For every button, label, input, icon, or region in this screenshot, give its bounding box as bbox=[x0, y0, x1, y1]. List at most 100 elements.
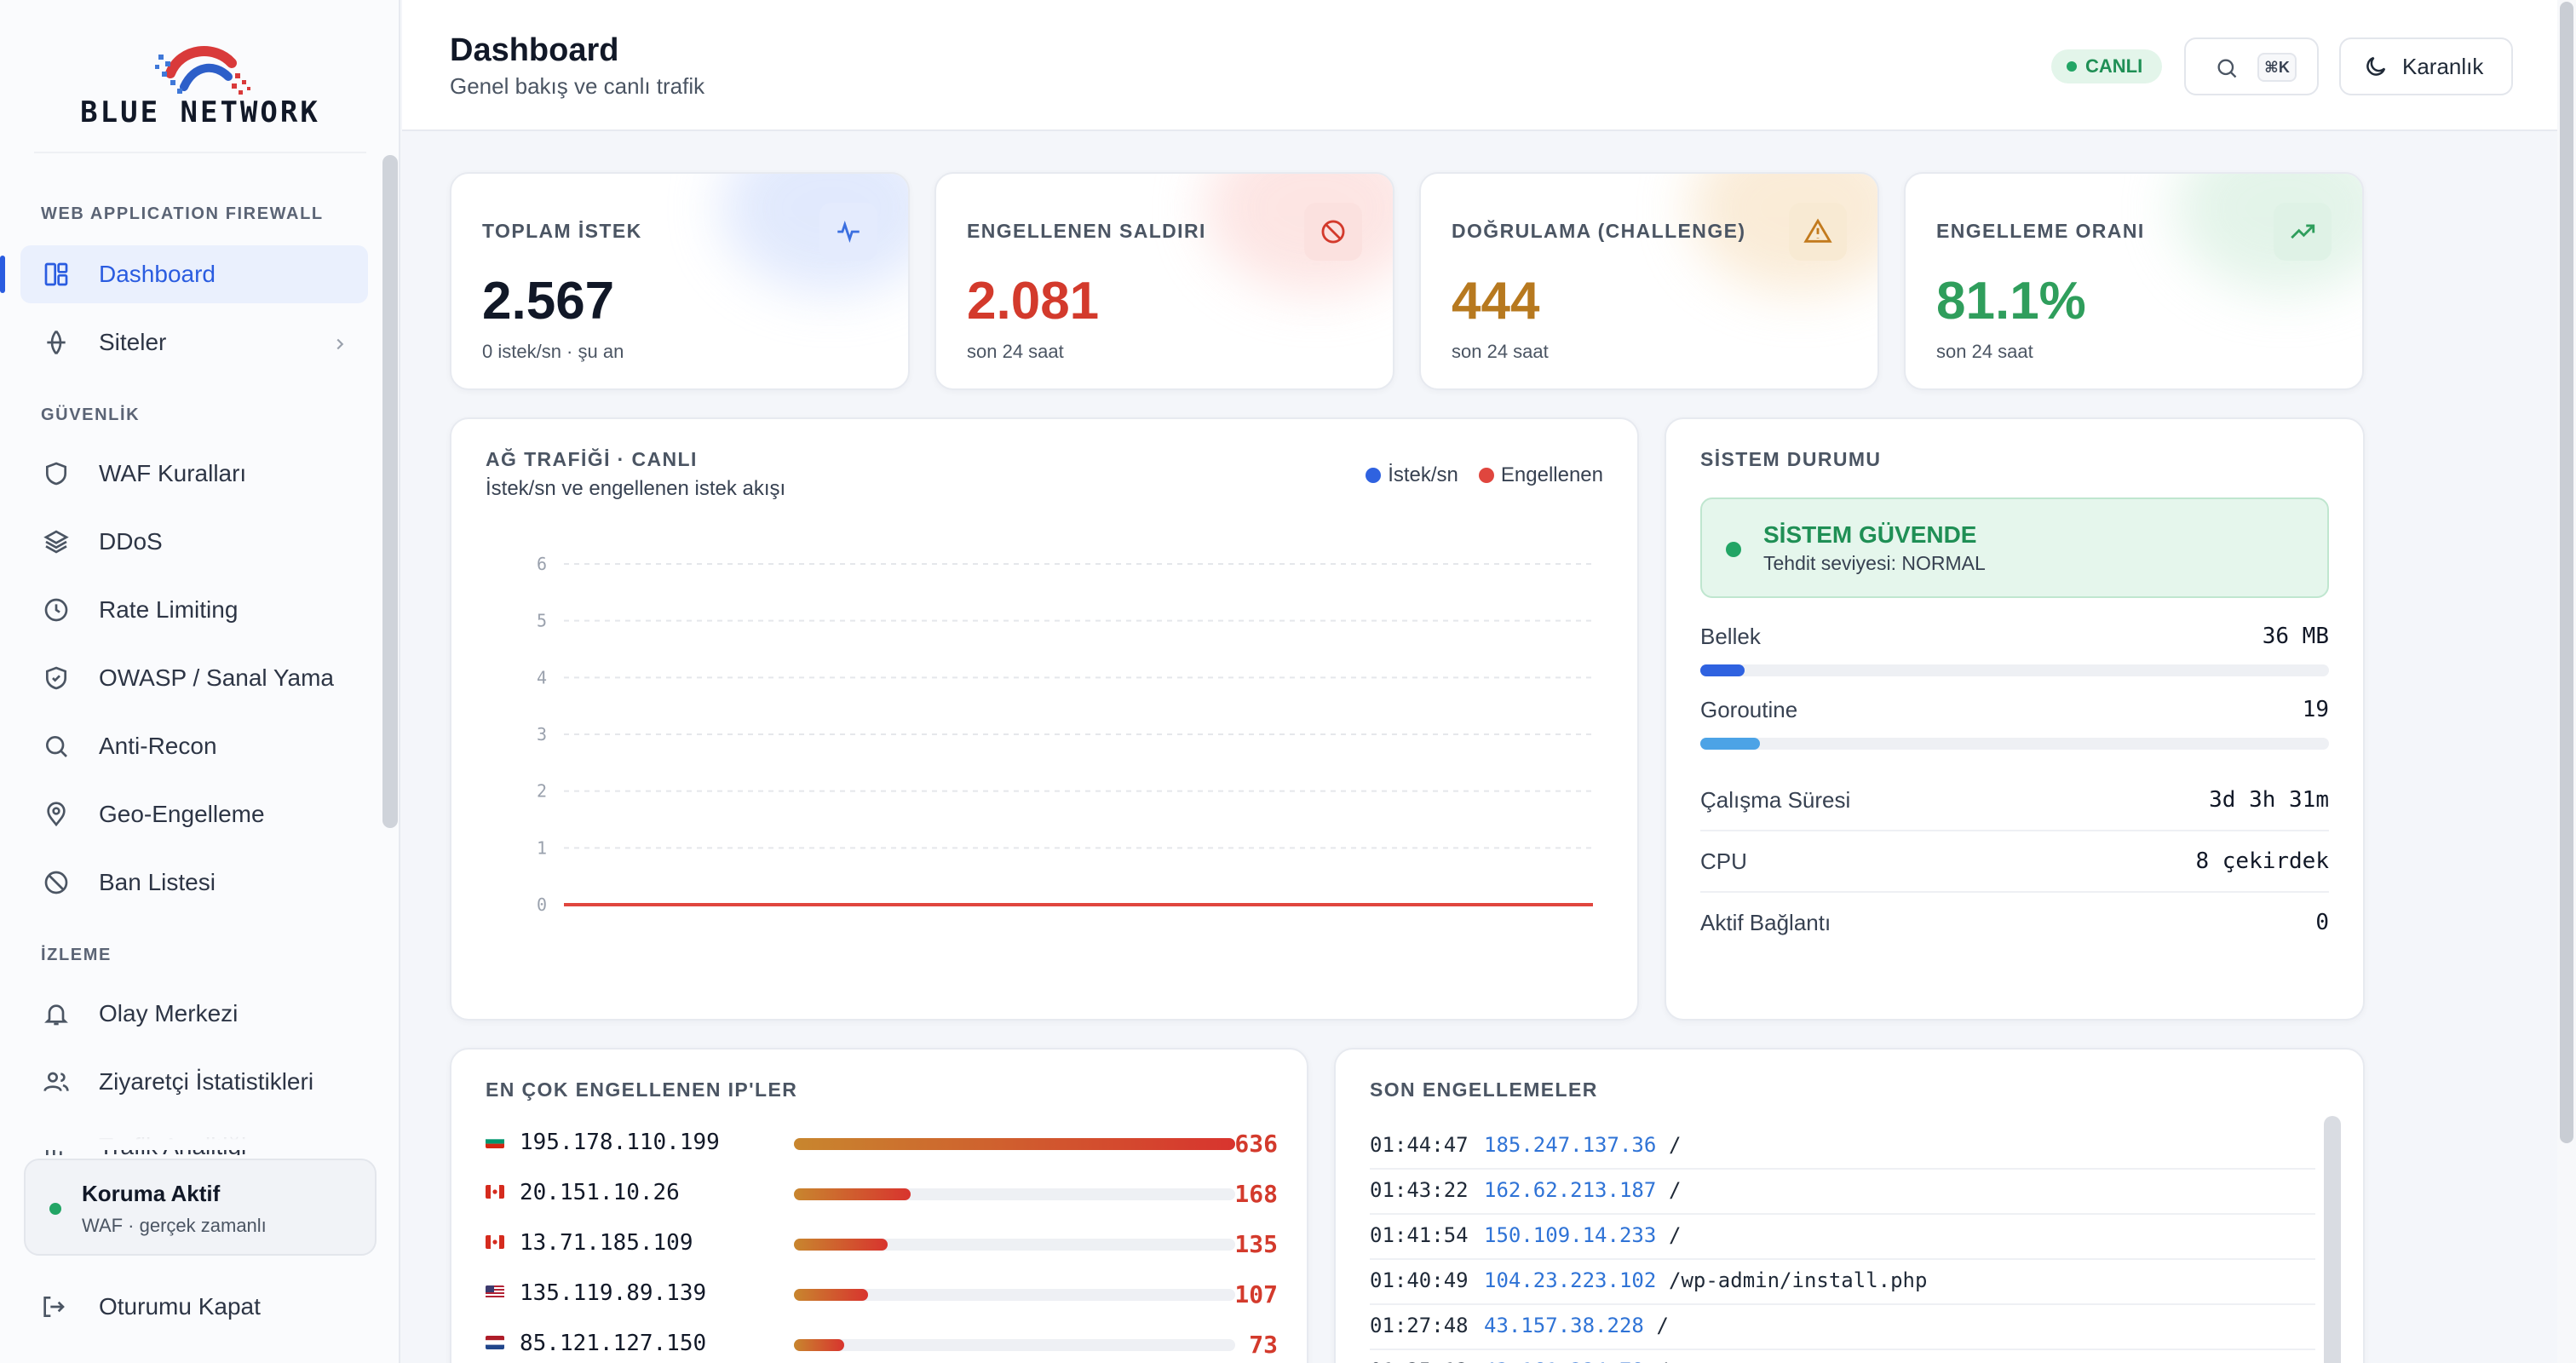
ip-bar bbox=[794, 1289, 1235, 1301]
search-icon bbox=[2215, 56, 2239, 84]
ip-address: 20.151.10.26 bbox=[520, 1180, 680, 1205]
card-glow bbox=[2175, 174, 2362, 293]
log-ip-link[interactable]: 150.109.14.233 bbox=[1484, 1223, 1657, 1247]
sidebar-item-label: WAF Kuralları bbox=[99, 460, 247, 486]
log-time: 01:44:47 bbox=[1370, 1133, 1469, 1157]
sidebar-item-label: Olay Merkezi bbox=[99, 1000, 239, 1027]
theme-label: Karanlık bbox=[2402, 53, 2484, 79]
log-ip-link[interactable]: 162.62.213.187 bbox=[1484, 1178, 1657, 1202]
sidebar-fade bbox=[0, 1116, 375, 1150]
sidebar-item-label: Ziyaretçi İstatistikleri bbox=[99, 1068, 314, 1095]
log-path: / bbox=[1669, 1223, 1682, 1247]
stat-value: 2.567 bbox=[482, 272, 615, 331]
log-row[interactable]: 01:43:22 162.62.213.187 / bbox=[1370, 1170, 2315, 1215]
status-dot bbox=[49, 1203, 61, 1215]
legend-item-requests[interactable]: İstek/sn bbox=[1366, 463, 1458, 487]
uptime-row: Çalışma Süresi 3d 3h 31m bbox=[1700, 787, 2329, 814]
ip-bar bbox=[794, 1138, 1235, 1150]
sidebar-item-ban-list[interactable]: Ban Listesi bbox=[20, 854, 368, 912]
goroutine-bar bbox=[1700, 738, 2329, 750]
sidebar-item-rate-limiting[interactable]: Rate Limiting bbox=[20, 581, 368, 639]
log-path: / bbox=[1656, 1314, 1669, 1337]
ip-row[interactable]: 135.119.89.139 107 bbox=[486, 1279, 1278, 1313]
y-tick-label: 6 bbox=[537, 554, 547, 574]
sidebar-item-visitor-stats[interactable]: Ziyaretçi İstatistikleri bbox=[20, 1053, 368, 1111]
sidebar-item-label: DDoS bbox=[99, 528, 163, 555]
brand-logo[interactable]: BLUE NETWORK bbox=[34, 34, 366, 153]
log-path: / bbox=[1669, 1133, 1682, 1157]
cpu-label: CPU bbox=[1700, 848, 1747, 874]
ip-row[interactable]: 85.121.127.150 73 bbox=[486, 1329, 1278, 1363]
log-ip-link[interactable]: 43.161.224.78 bbox=[1484, 1359, 1644, 1363]
ip-bar bbox=[794, 1239, 1235, 1251]
cpu-value: 8 çekirdek bbox=[2195, 848, 2329, 874]
sidebar-item-event-center[interactable]: Olay Merkezi bbox=[20, 985, 368, 1043]
active-connections-value: 0 bbox=[2315, 910, 2329, 935]
ip-bar-fill bbox=[794, 1339, 845, 1351]
log-row[interactable]: 01:40:49 104.23.223.102/wp-admin/install.… bbox=[1370, 1260, 2315, 1305]
page-scrollbar-thumb[interactable] bbox=[2560, 2, 2573, 1143]
log-path: /wp-admin/install.php bbox=[1669, 1268, 1928, 1292]
search-button[interactable]: ⌘K bbox=[2184, 37, 2319, 95]
system-status-card: SİSTEM DURUMU SİSTEM GÜVENDE Tehdit sevi… bbox=[1665, 417, 2365, 1021]
ip-address: 135.119.89.139 bbox=[520, 1280, 707, 1306]
block-count: 107 bbox=[1234, 1280, 1278, 1308]
log-ip-link[interactable]: 104.23.223.102 bbox=[1484, 1268, 1657, 1292]
ip-row[interactable]: 13.71.185.109 135 bbox=[486, 1228, 1278, 1262]
active-connections-row: Aktif Bağlantı 0 bbox=[1700, 910, 2329, 936]
log-row[interactable]: 01:44:47 185.247.137.36 / bbox=[1370, 1124, 2315, 1170]
sidebar-item-dashboard[interactable]: Dashboard bbox=[0, 245, 368, 303]
sidebar-item-anti-recon[interactable]: Anti-Recon bbox=[20, 717, 368, 775]
logout-icon bbox=[39, 1290, 73, 1324]
ip-address: 13.71.185.109 bbox=[520, 1230, 693, 1256]
log-row[interactable]: 01:41:54 150.109.14.233 / bbox=[1370, 1215, 2315, 1260]
protection-subtitle: WAF · gerçek zamanlı bbox=[82, 1215, 267, 1236]
active-connections-label: Aktif Bağlantı bbox=[1700, 910, 1831, 935]
page-scrollbar[interactable] bbox=[2557, 0, 2576, 1363]
log-row[interactable]: 01:27:48 43.157.38.228 / bbox=[1370, 1305, 2315, 1350]
sidebar-item-siteler[interactable]: Siteler bbox=[20, 313, 368, 371]
block-count: 135 bbox=[1234, 1230, 1278, 1258]
map-pin-icon bbox=[39, 797, 73, 831]
flag-ca-icon bbox=[486, 1185, 504, 1199]
recent-scrollbar[interactable] bbox=[2324, 1116, 2341, 1363]
block-count: 73 bbox=[1249, 1331, 1278, 1359]
stat-subtext: son 24 saat bbox=[1936, 341, 2033, 362]
log-time: 01:43:22 bbox=[1370, 1178, 1469, 1202]
ban-icon bbox=[1304, 203, 1362, 261]
log-ip-link[interactable]: 43.157.38.228 bbox=[1484, 1314, 1644, 1337]
log-row[interactable]: 01:25:12 43.161.224.78 / bbox=[1370, 1350, 2315, 1363]
logout-label: Oturumu Kapat bbox=[99, 1293, 261, 1320]
stat-card-block-rate: ENGELLEME ORANI 81.1% son 24 saat bbox=[1904, 172, 2364, 390]
stat-card-blocked-attacks: ENGELLENEN SALDIRI 2.081 son 24 saat bbox=[934, 172, 1394, 390]
sidebar-item-owasp[interactable]: OWASP / Sanal Yama bbox=[20, 649, 368, 707]
logout-button[interactable]: Oturumu Kapat bbox=[20, 1278, 368, 1336]
brand-name: BLUE NETWORK bbox=[80, 95, 320, 129]
log-time: 01:41:54 bbox=[1370, 1223, 1469, 1247]
ip-row[interactable]: 20.151.10.26 168 bbox=[486, 1178, 1278, 1212]
flag-bg-icon bbox=[486, 1135, 504, 1148]
ip-row[interactable]: 195.178.110.199 636 bbox=[486, 1128, 1278, 1162]
card-glow bbox=[721, 174, 908, 293]
protection-title: Koruma Aktif bbox=[82, 1181, 221, 1206]
live-label: CANLI bbox=[2085, 55, 2143, 77]
sidebar-item-waf-rules[interactable]: WAF Kuralları bbox=[20, 445, 368, 503]
block-count: 636 bbox=[1234, 1130, 1278, 1158]
log-path: / bbox=[1657, 1359, 1669, 1363]
traffic-subtitle: İstek/sn ve engellenen istek akışı bbox=[486, 477, 786, 500]
ip-bar-fill bbox=[794, 1138, 1235, 1150]
theme-toggle-button[interactable]: Karanlık bbox=[2339, 37, 2513, 95]
legend-item-blocked[interactable]: Engellenen bbox=[1478, 463, 1603, 487]
y-tick-label: 5 bbox=[537, 611, 547, 631]
card-glow bbox=[1205, 174, 1393, 293]
protection-status-card: Koruma Aktif WAF · gerçek zamanlı bbox=[24, 1159, 377, 1256]
sidebar-item-geo-blocking[interactable]: Geo-Engelleme bbox=[20, 785, 368, 843]
recent-blocks-card: SON ENGELLEMELER 01:44:47 185.247.137.36 /… bbox=[1334, 1048, 2365, 1363]
log-ip-link[interactable]: 185.247.137.36 bbox=[1484, 1133, 1657, 1157]
sidebar-item-ddos[interactable]: DDoS bbox=[20, 513, 368, 571]
uptime-value: 3d 3h 31m bbox=[2209, 787, 2329, 813]
ip-bar-fill bbox=[794, 1239, 888, 1251]
shortcut-key: ⌘K bbox=[2257, 53, 2297, 82]
sidebar-scrollbar[interactable] bbox=[382, 155, 398, 828]
system-title: SİSTEM DURUMU bbox=[1700, 448, 1882, 470]
